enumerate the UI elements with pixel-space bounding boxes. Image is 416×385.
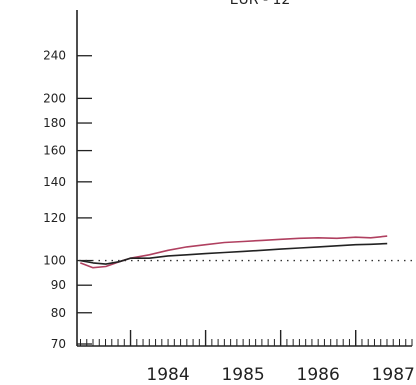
axes: 240 200 180 160 140 120 100 90 80 70 1984 1985 1986 1… [43, 10, 415, 385]
y-tick-label: 120 [43, 211, 66, 225]
x-tick-label: 1986 [297, 365, 340, 385]
y-tick-label: 80 [51, 306, 66, 320]
y-tick-label: 160 [43, 144, 66, 158]
y-tick-label: 200 [43, 91, 66, 105]
y-tick-label: 90 [51, 278, 66, 292]
series-group [80, 235, 388, 269]
x-tick-label: 1987 [372, 365, 415, 385]
x-tick-label: 1985 [221, 365, 264, 385]
x-tick-label: 1984 [146, 365, 189, 385]
y-tick-label: 140 [43, 175, 66, 189]
chart-title: EUR - 12 [230, 0, 291, 8]
y-tick-label: 240 [43, 49, 66, 63]
y-tick-label: 100 [43, 254, 66, 268]
y-tick-label: 180 [43, 116, 66, 130]
series-line-2 [80, 242, 388, 265]
y-tick-label: 70 [51, 337, 66, 351]
